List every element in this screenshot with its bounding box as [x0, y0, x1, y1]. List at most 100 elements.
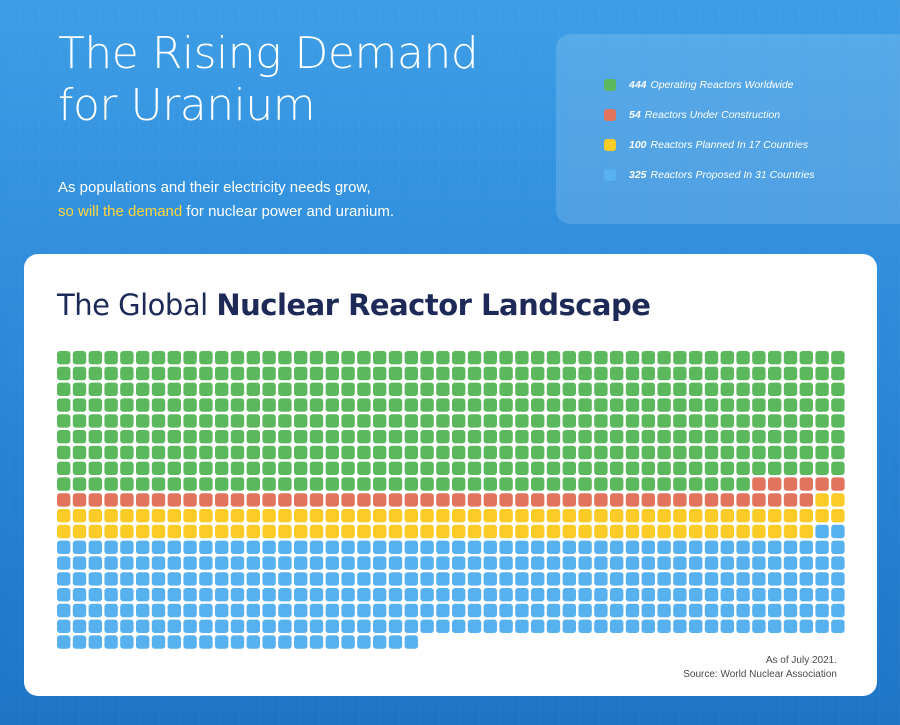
waffle-cell-operating-reactors-worldwide [167, 414, 181, 428]
waffle-cell-operating-reactors-worldwide [88, 398, 102, 412]
waffle-cell-reactors-proposed-in-31-countries [673, 540, 687, 554]
waffle-cell-operating-reactors-worldwide [704, 414, 719, 428]
waffle-cell-reactors-planned-in-17-countries [610, 509, 624, 523]
waffle-cell-operating-reactors-worldwide [373, 382, 387, 396]
waffle-cell-reactors-proposed-in-31-countries [183, 556, 197, 570]
waffle-cell-reactors-under-construction [246, 493, 260, 507]
waffle-cell-reactors-proposed-in-31-countries [467, 588, 482, 602]
waffle-cell-reactors-under-construction [404, 493, 418, 507]
waffle-cell-reactors-planned-in-17-countries [57, 509, 71, 523]
waffle-cell-reactors-proposed-in-31-countries [88, 572, 102, 586]
waffle-cell-reactors-proposed-in-31-countries [341, 619, 355, 633]
waffle-cell-operating-reactors-worldwide [230, 382, 245, 396]
waffle-cell-operating-reactors-worldwide [594, 477, 608, 491]
waffle-cell-reactors-proposed-in-31-countries [831, 540, 845, 554]
waffle-cell-reactors-proposed-in-31-countries [199, 572, 213, 586]
waffle-cell-reactors-proposed-in-31-countries [183, 540, 197, 554]
waffle-cell-operating-reactors-worldwide [357, 461, 371, 475]
waffle-cell-reactors-planned-in-17-countries [309, 524, 324, 539]
waffle-cell-reactors-proposed-in-31-countries [673, 588, 687, 602]
waffle-cell-operating-reactors-worldwide [768, 366, 782, 381]
waffle-cell-reactors-proposed-in-31-countries [341, 635, 355, 649]
waffle-cell-operating-reactors-worldwide [625, 398, 640, 412]
waffle-cell-reactors-proposed-in-31-countries [325, 556, 339, 570]
waffle-cell-reactors-proposed-in-31-countries [120, 603, 134, 618]
waffle-cell-operating-reactors-worldwide [499, 414, 513, 428]
waffle-cell-reactors-proposed-in-31-countries [420, 556, 434, 570]
date-note: As of July 2021. [765, 655, 837, 666]
waffle-cell-reactors-planned-in-17-countries [246, 509, 260, 523]
waffle-cell-reactors-proposed-in-31-countries [72, 556, 87, 570]
waffle-cell-reactors-under-construction [104, 493, 118, 507]
waffle-cell-operating-reactors-worldwide [388, 398, 403, 412]
waffle-cell-operating-reactors-worldwide [325, 382, 339, 396]
waffle-cell-operating-reactors-worldwide [215, 382, 229, 396]
waffle-cell-operating-reactors-worldwide [641, 430, 655, 444]
waffle-cell-operating-reactors-worldwide [815, 430, 829, 444]
waffle-cell-reactors-proposed-in-31-countries [373, 540, 387, 554]
waffle-cell-reactors-proposed-in-31-countries [673, 619, 687, 633]
waffle-cell-reactors-proposed-in-31-countries [373, 588, 387, 602]
waffle-cell-operating-reactors-worldwide [436, 430, 450, 444]
waffle-cell-reactors-proposed-in-31-countries [689, 619, 703, 633]
waffle-cell-operating-reactors-worldwide [831, 445, 845, 460]
waffle-cell-reactors-planned-in-17-countries [309, 509, 324, 523]
waffle-cell-operating-reactors-worldwide [278, 351, 292, 365]
waffle-cell-operating-reactors-worldwide [515, 477, 529, 491]
waffle-cell-reactors-proposed-in-31-countries [57, 556, 71, 570]
waffle-cell-reactors-proposed-in-31-countries [199, 556, 213, 570]
waffle-cell-operating-reactors-worldwide [736, 382, 750, 396]
waffle-cell-operating-reactors-worldwide [167, 351, 181, 365]
chart-card: The Global Nuclear Reactor Landscape As … [24, 254, 877, 696]
waffle-cell-operating-reactors-worldwide [436, 366, 450, 381]
waffle-cell-reactors-proposed-in-31-countries [641, 603, 655, 618]
waffle-cell-operating-reactors-worldwide [246, 398, 260, 412]
waffle-cell-operating-reactors-worldwide [452, 351, 466, 365]
waffle-cell-operating-reactors-worldwide [294, 414, 308, 428]
waffle-cell-reactors-proposed-in-31-countries [546, 603, 561, 618]
waffle-cell-reactors-proposed-in-31-countries [183, 619, 197, 633]
waffle-cell-reactors-planned-in-17-countries [546, 524, 561, 539]
waffle-cell-operating-reactors-worldwide [357, 382, 371, 396]
waffle-cell-operating-reactors-worldwide [136, 366, 150, 381]
waffle-cell-reactors-proposed-in-31-countries [783, 572, 798, 586]
waffle-cell-operating-reactors-worldwide [641, 461, 655, 475]
waffle-cell-operating-reactors-worldwide [610, 461, 624, 475]
waffle-cell-reactors-planned-in-17-countries [594, 509, 608, 523]
waffle-cell-reactors-proposed-in-31-countries [151, 540, 166, 554]
waffle-cell-operating-reactors-worldwide [831, 430, 845, 444]
waffle-cell-operating-reactors-worldwide [183, 445, 197, 460]
waffle-cell-reactors-proposed-in-31-countries [357, 572, 371, 586]
waffle-cell-operating-reactors-worldwide [531, 366, 545, 381]
waffle-cell-reactors-proposed-in-31-countries [388, 572, 403, 586]
waffle-cell-reactors-planned-in-17-countries [499, 509, 513, 523]
waffle-cell-reactors-proposed-in-31-countries [436, 619, 450, 633]
waffle-cell-reactors-proposed-in-31-countries [673, 556, 687, 570]
waffle-cell-operating-reactors-worldwide [230, 398, 245, 412]
waffle-cell-reactors-proposed-in-31-countries [641, 540, 655, 554]
waffle-cell-reactors-proposed-in-31-countries [689, 556, 703, 570]
waffle-cell-reactors-under-construction [499, 493, 513, 507]
waffle-cell-reactors-proposed-in-31-countries [230, 635, 245, 649]
waffle-cell-reactors-under-construction [625, 493, 640, 507]
waffle-cell-operating-reactors-worldwide [783, 414, 798, 428]
waffle-cell-reactors-proposed-in-31-countries [104, 556, 118, 570]
waffle-cell-reactors-planned-in-17-countries [436, 509, 450, 523]
waffle-cell-reactors-under-construction [436, 493, 450, 507]
waffle-cell-reactors-proposed-in-31-countries [783, 603, 798, 618]
waffle-cell-operating-reactors-worldwide [594, 445, 608, 460]
waffle-cell-operating-reactors-worldwide [309, 430, 324, 444]
waffle-cell-operating-reactors-worldwide [357, 477, 371, 491]
waffle-cell-operating-reactors-worldwide [720, 414, 734, 428]
waffle-cell-operating-reactors-worldwide [230, 430, 245, 444]
waffle-cell-operating-reactors-worldwide [120, 445, 134, 460]
waffle-cell-operating-reactors-worldwide [815, 445, 829, 460]
waffle-cell-operating-reactors-worldwide [467, 477, 482, 491]
waffle-cell-reactors-proposed-in-31-countries [657, 572, 671, 586]
waffle-cell-operating-reactors-worldwide [799, 461, 813, 475]
waffle-cell-reactors-planned-in-17-countries [736, 524, 750, 539]
waffle-cell-reactors-proposed-in-31-countries [515, 603, 529, 618]
waffle-cell-operating-reactors-worldwide [799, 351, 813, 365]
waffle-cell-reactors-proposed-in-31-countries [768, 588, 782, 602]
chart-title-light: The Global [57, 288, 217, 322]
